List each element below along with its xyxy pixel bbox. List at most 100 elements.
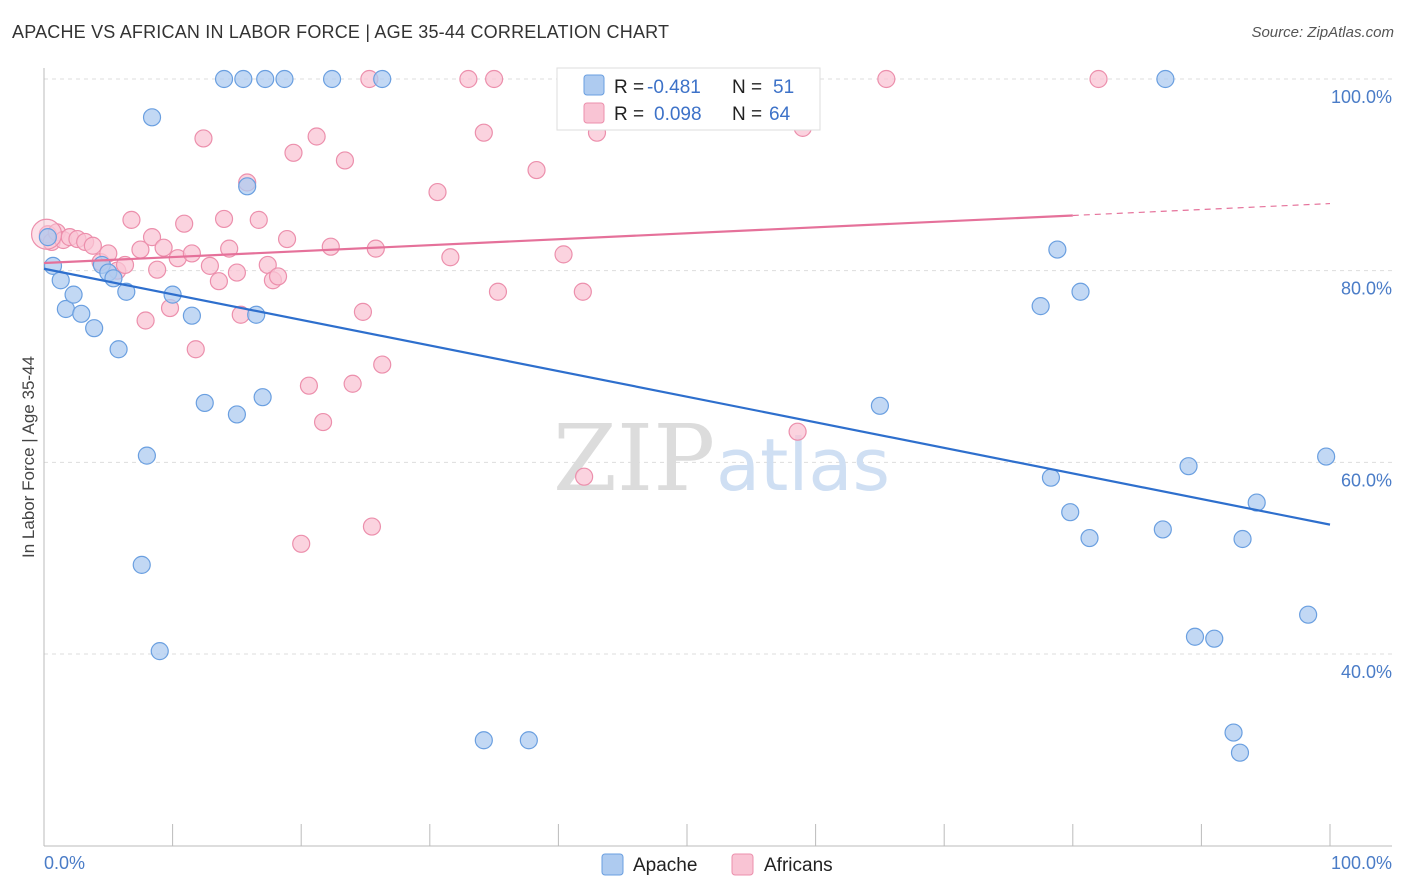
- apache-point: [474, 731, 493, 750]
- africans-point: [575, 467, 594, 486]
- apache-point: [1179, 457, 1198, 476]
- apache-point: [1156, 69, 1175, 89]
- apache-point: [64, 285, 83, 304]
- apache-point: [1061, 503, 1080, 522]
- legend-africans-n-label: N =: [732, 104, 762, 125]
- africans-point: [200, 256, 219, 275]
- chart-title: APACHE VS AFRICAN IN LABOR FORCE | AGE 3…: [12, 22, 670, 42]
- y-tick-labels: 40.0% 60.0% 80.0% 100.0%: [1331, 87, 1392, 682]
- bottom-legend: Apache Africans: [601, 853, 833, 876]
- trend-lines: [43, 202, 1331, 526]
- africans-point: [194, 129, 213, 148]
- apache-point: [519, 731, 538, 750]
- africans-point: [284, 143, 303, 162]
- africans-point: [175, 214, 194, 233]
- apache-point: [117, 282, 136, 301]
- source-label: Source: ZipAtlas.com: [1251, 24, 1394, 41]
- apache-point: [132, 555, 151, 574]
- x-tick-label-max: 100.0%: [1331, 853, 1392, 873]
- apache-point: [253, 388, 272, 407]
- africans-point: [154, 238, 173, 257]
- africans-point: [877, 69, 896, 89]
- africans-trend-line-extension: [1072, 202, 1331, 217]
- africans-point: [353, 302, 373, 321]
- africans-point: [313, 412, 333, 432]
- y-tick-label: 40.0%: [1341, 662, 1392, 682]
- apache-point: [1031, 297, 1050, 316]
- apache-point: [1317, 447, 1336, 466]
- legend-swatch-africans: [583, 102, 605, 124]
- apache-point: [142, 108, 162, 127]
- apache-point: [256, 69, 275, 89]
- apache-point: [1153, 520, 1172, 539]
- apache-point: [1224, 723, 1243, 742]
- apache-point: [1080, 528, 1099, 548]
- africans-point: [335, 151, 355, 170]
- africans-point: [441, 248, 460, 267]
- africans-point: [148, 260, 167, 279]
- watermark: ZIP atlas: [553, 405, 890, 512]
- bottom-legend-africans: Africans: [764, 855, 833, 876]
- apache-point: [275, 69, 294, 89]
- watermark-zip: ZIP: [553, 405, 715, 512]
- africans-point: [788, 422, 807, 441]
- africans-point: [268, 267, 288, 286]
- africans-point: [459, 69, 478, 89]
- y-axis-label: In Labor Force | Age 35-44: [19, 356, 38, 558]
- bottom-legend-apache: Apache: [633, 855, 697, 876]
- apache-point: [1230, 743, 1250, 762]
- africans-points: [30, 69, 1108, 553]
- africans-point: [428, 182, 447, 202]
- apache-trend-line: [43, 267, 1331, 526]
- legend-apache-r-value: -0.481: [647, 77, 701, 98]
- legend: R = -0.481 N = 51 R = 0.098 N = 64: [556, 67, 821, 131]
- africans-point: [83, 236, 102, 255]
- apache-point: [38, 228, 57, 247]
- africans-point: [373, 355, 392, 374]
- africans-point: [220, 239, 239, 258]
- africans-point: [249, 210, 268, 229]
- apache-point: [1048, 240, 1067, 259]
- legend-apache-n-label: N =: [732, 77, 762, 98]
- africans-point: [488, 282, 508, 301]
- africans-point: [485, 69, 504, 89]
- legend-apache-n-value: 51: [773, 77, 794, 98]
- africans-point: [527, 160, 546, 180]
- apache-point: [195, 393, 214, 413]
- africans-point: [122, 210, 141, 229]
- apache-point: [322, 69, 342, 89]
- africans-point: [142, 228, 162, 247]
- africans-point: [115, 255, 135, 275]
- x-tick-label-min: 0.0%: [44, 853, 85, 873]
- apache-point: [182, 306, 201, 325]
- grid: [44, 78, 1392, 655]
- y-tick-label: 80.0%: [1341, 279, 1392, 299]
- africans-point: [1089, 69, 1108, 89]
- africans-trend-line: [43, 214, 1073, 265]
- apache-point: [1205, 629, 1224, 648]
- legend-africans-r-value: 0.098: [654, 104, 702, 125]
- africans-point: [186, 340, 205, 359]
- legend-africans-r-label: R =: [614, 104, 644, 125]
- bottom-legend-swatch-africans: [731, 853, 754, 876]
- africans-point: [209, 272, 228, 291]
- apache-point: [1071, 282, 1090, 301]
- apache-point: [85, 319, 104, 338]
- africans-point: [182, 244, 201, 263]
- apache-point: [1233, 529, 1252, 549]
- apache-point: [870, 396, 890, 415]
- legend-africans-n-value: 64: [769, 104, 791, 125]
- y-tick-label: 100.0%: [1331, 87, 1392, 107]
- africans-point: [214, 209, 234, 229]
- x-ticks: [43, 824, 1331, 846]
- africans-point: [321, 237, 340, 256]
- africans-point: [307, 127, 326, 146]
- apache-point: [214, 69, 234, 89]
- legend-apache-r-label: R =: [614, 77, 644, 98]
- africans-point: [299, 376, 319, 395]
- africans-point: [474, 123, 493, 142]
- bottom-legend-swatch-apache: [601, 853, 624, 876]
- apache-point: [238, 177, 257, 196]
- apache-points: [38, 69, 1336, 762]
- africans-point: [292, 534, 311, 553]
